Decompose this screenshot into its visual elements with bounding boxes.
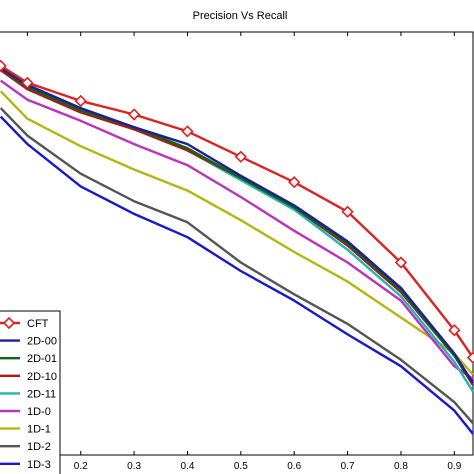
cft-marker [21,76,34,89]
plot-frame [0,31,474,456]
cft-marker [234,150,247,163]
cft-marker [0,59,7,72]
x-tick-label: 0.9 [447,461,461,472]
x-tick-label: 0.8 [394,461,408,472]
plot-area: 0.10.20.30.40.50.60.70.80.9 [0,31,474,472]
x-tick-label: 0.5 [234,461,248,472]
legend-label: 2D-01 [27,353,57,365]
series-line-2d-00 [0,66,474,384]
chart-title: Precision Vs Recall [193,10,288,22]
legend-label: CFT [27,318,49,330]
series-line-1d-0 [0,79,474,380]
legend-label: 2D-10 [27,371,57,383]
cft-marker [448,324,461,337]
x-tick-label: 0.3 [127,461,141,472]
legend-label: 1D-1 [27,424,51,436]
series-line-2d-01 [0,67,474,384]
legend-label: 1D-3 [27,459,51,471]
legend-label: 2D-11 [27,388,56,400]
series-line-1d-1 [0,90,474,376]
legend-label: 1D-0 [27,406,51,418]
x-tick-label: 0.6 [287,461,301,472]
legend-label: 2D-00 [27,336,57,348]
x-tick-label: 0.7 [341,461,355,472]
x-tick-label: 0.2 [74,461,88,472]
cft-marker [466,351,474,364]
cft-marker [394,256,408,269]
series-layer [0,59,474,435]
legend-marker [2,316,16,330]
x-tick-label: 0.4 [181,461,195,472]
series-line-1d-2 [0,107,474,425]
series-line-1d-3 [0,115,474,435]
cft-marker [288,176,301,189]
legend-label: 1D-2 [27,441,51,453]
cft-marker [341,205,354,218]
cft-marker [127,108,141,121]
legend: CFT 2D-00 2D-01 2D-10 2D-11 1D-0 1D-1 1D-2 1D-3 [0,310,61,474]
cft-marker [181,125,194,138]
cft-marker [74,94,87,108]
